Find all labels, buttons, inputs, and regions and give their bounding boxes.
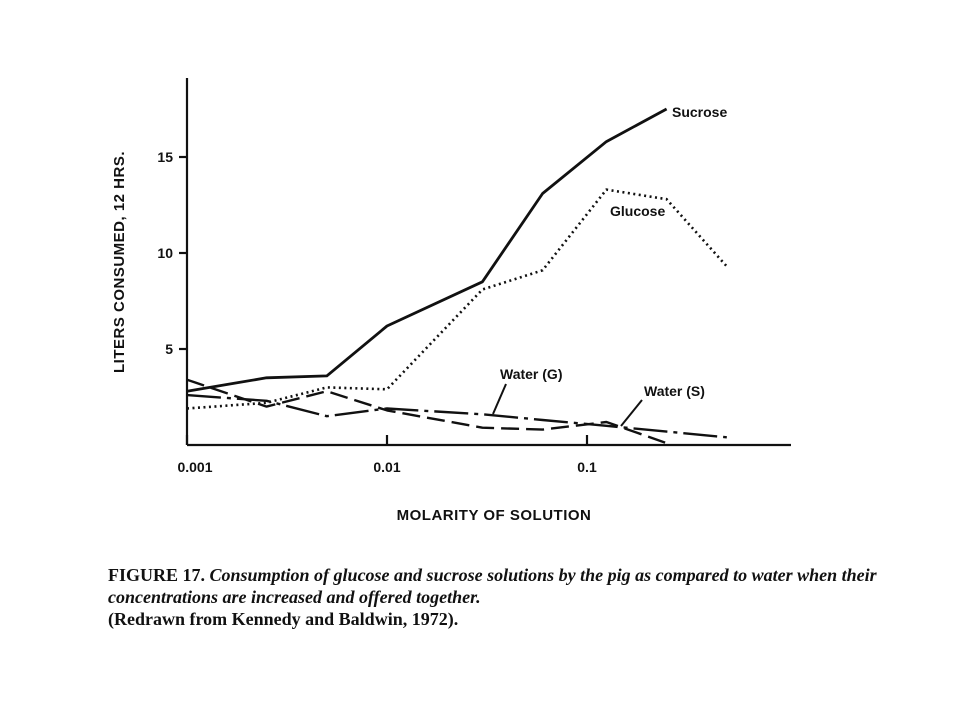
series-label-water-s: Water (S) [644, 383, 705, 399]
series-label-glucose: Glucose [610, 203, 665, 219]
y-tick-label: 5 [165, 341, 173, 357]
leader-line-water-s [620, 399, 643, 427]
x-tick-label: 0.1 [577, 459, 597, 475]
axis-ticks: 0.001 0.01 0.1 5 10 15 [157, 149, 597, 475]
y-tick-label: 10 [157, 245, 173, 261]
y-tick-label: 15 [157, 149, 173, 165]
x-tick-label: 0.01 [373, 459, 400, 475]
leader-line-water-g [492, 383, 507, 415]
series-label-water-g: Water (G) [500, 366, 562, 382]
figure-caption: FIGURE 17. Consumption of glucose and su… [108, 564, 908, 630]
series-line-water-s [186, 378, 667, 445]
caption-text: Consumption of glucose and sucrose solut… [108, 565, 877, 607]
x-axis-title: MOLARITY OF SOLUTION [397, 507, 592, 524]
y-axis-title: LITERS CONSUMED, 12 HRS. [111, 151, 128, 373]
series-line-water-g [186, 393, 727, 439]
chart-axes [185, 78, 791, 447]
x-tick-label: 0.001 [177, 459, 212, 475]
series-label-sucrose: Sucrose [672, 104, 727, 120]
caption-figure-number: FIGURE 17. [108, 565, 206, 585]
series-line-sucrose [186, 107, 668, 393]
chart-series [186, 107, 728, 445]
consumption-line-chart: 0.001 0.01 0.1 5 10 15 MOLARITY OF SOLUTION L… [111, 78, 791, 524]
series-line-glucose [186, 188, 728, 410]
caption-source: (Redrawn from Kennedy and Baldwin, 1972)… [108, 609, 459, 629]
